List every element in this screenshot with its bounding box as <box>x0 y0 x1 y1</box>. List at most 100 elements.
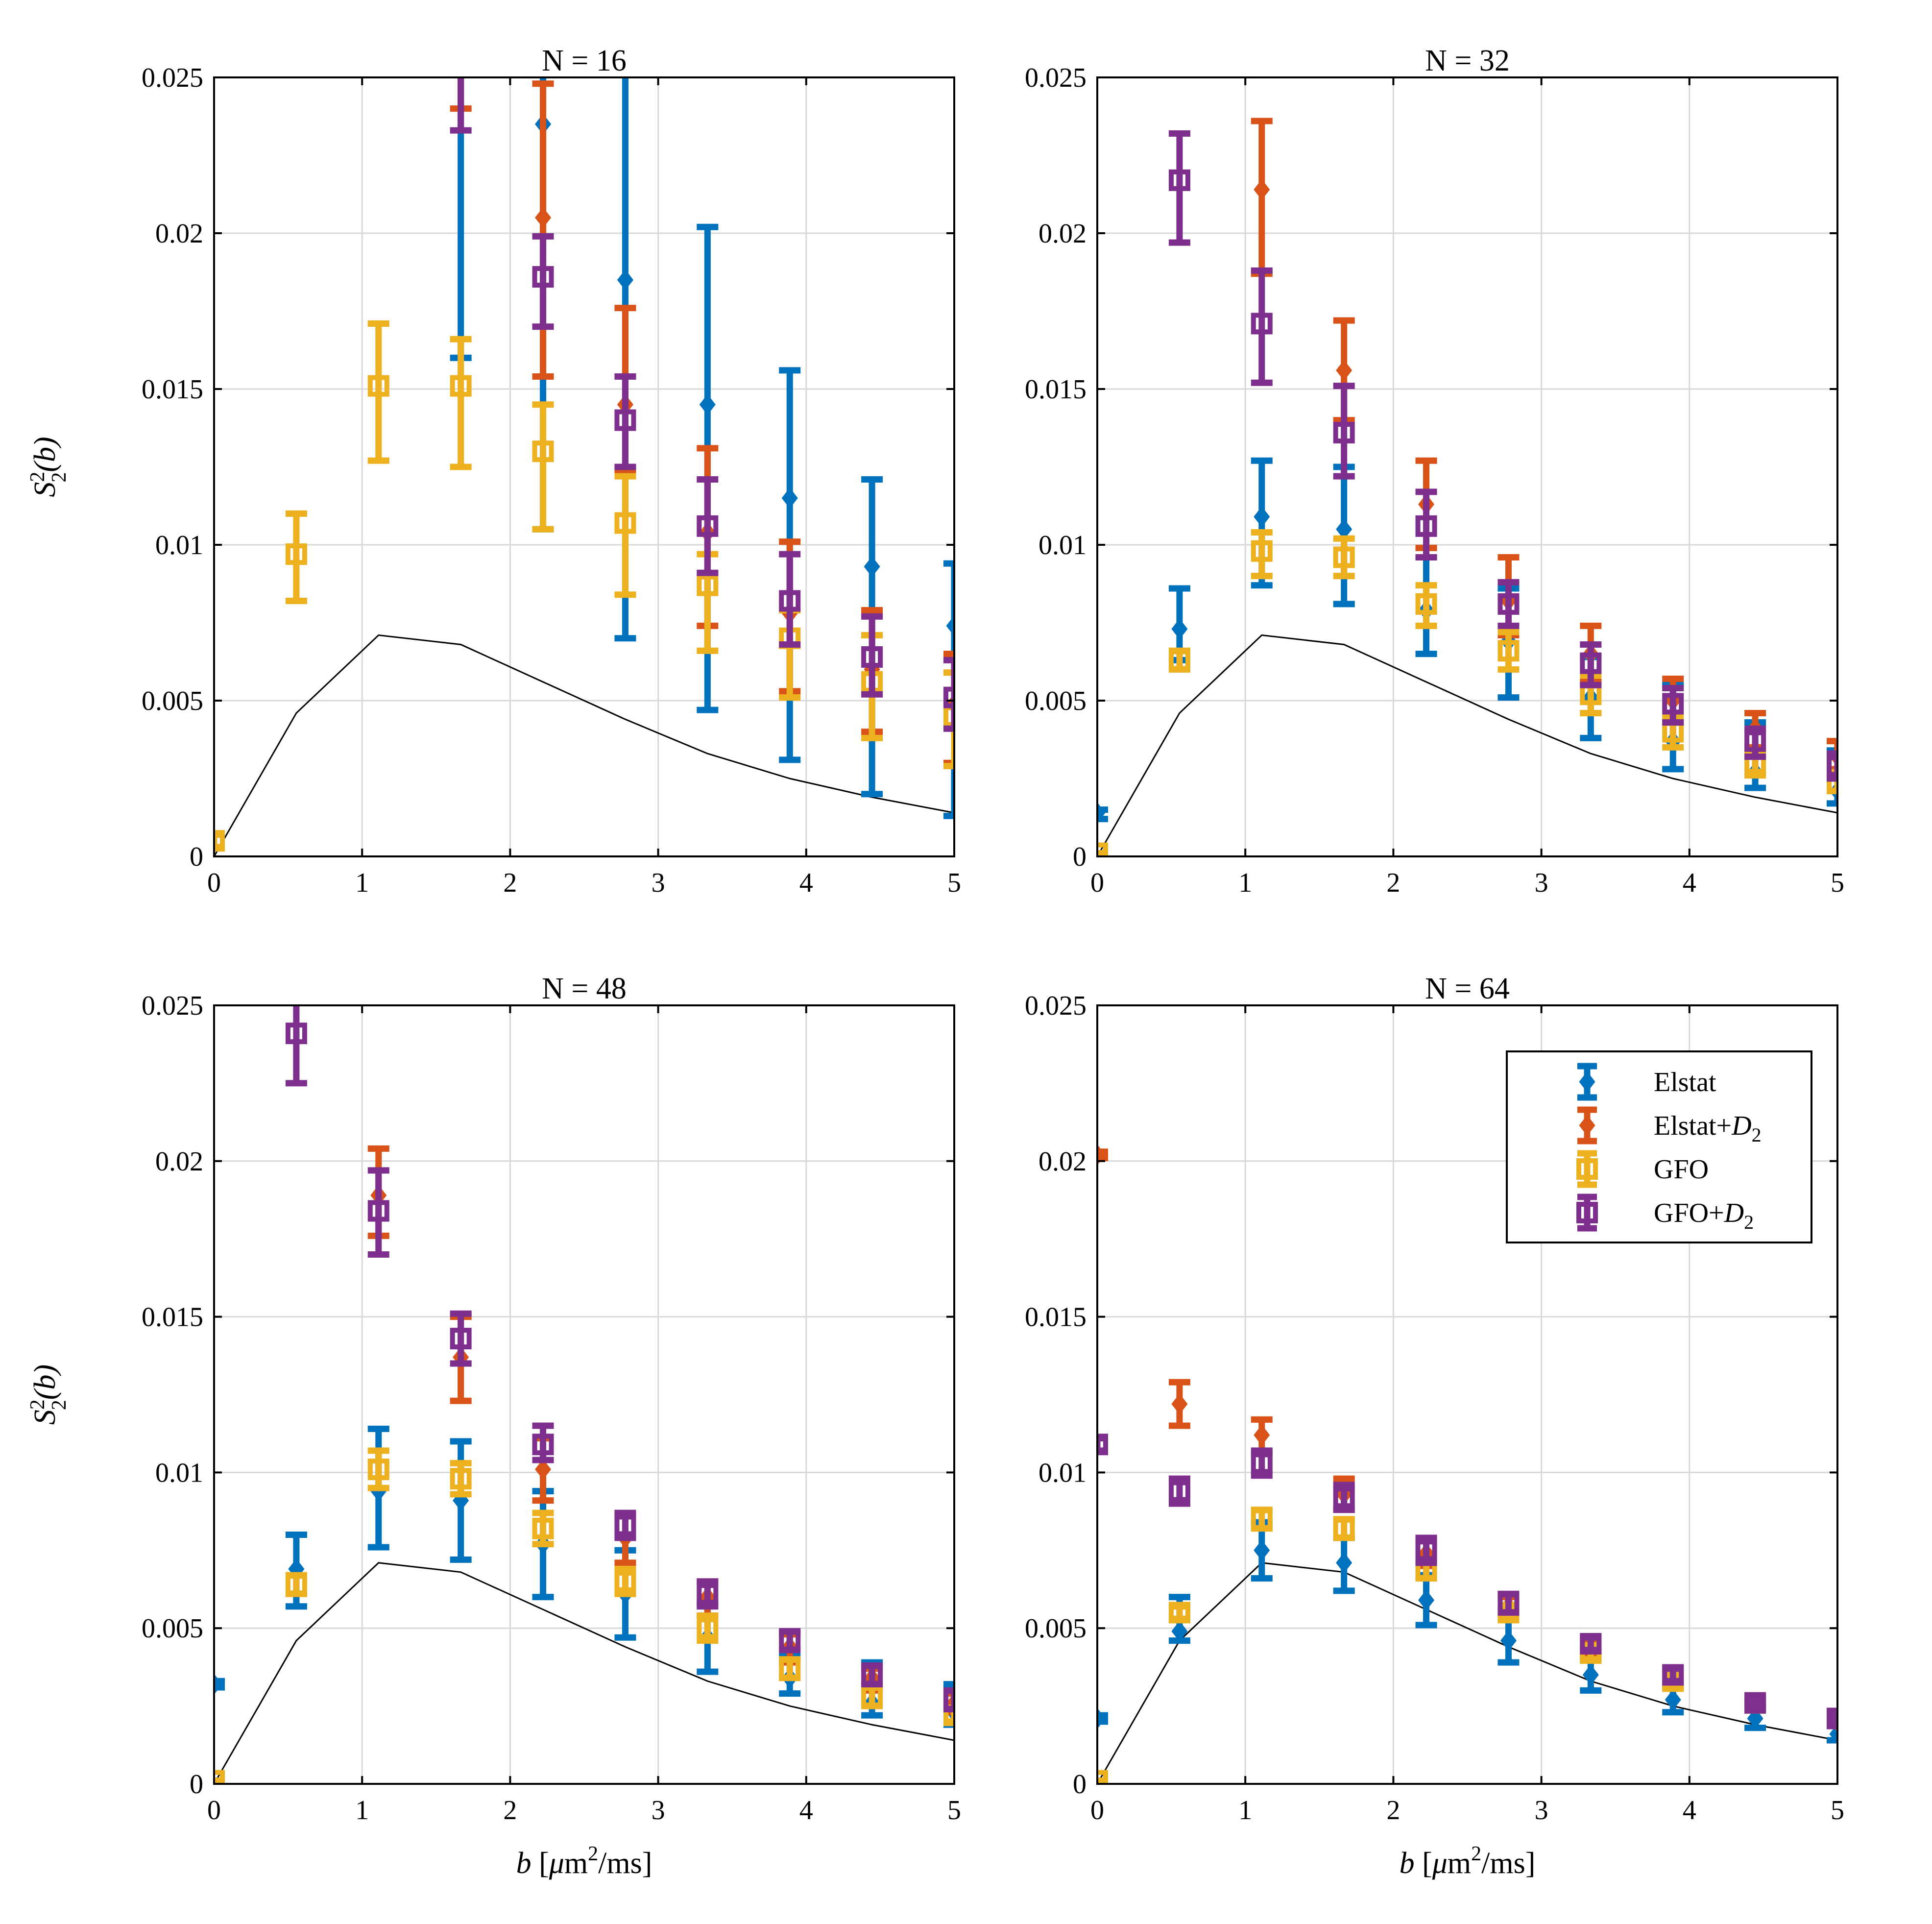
xlabel-mu: μ <box>1432 1847 1448 1880</box>
x-axis-label: b [μm2/ms] <box>516 1843 652 1880</box>
data-point-diamond <box>1254 1540 1270 1561</box>
plot-frame <box>213 1004 955 1785</box>
data-point-diamond <box>617 269 633 291</box>
panel-title: N = 32 <box>1425 44 1510 77</box>
legend-label-sub: 2 <box>1752 1124 1762 1146</box>
xlabel-b: b <box>516 1847 531 1880</box>
y-tick-label: 0.02 <box>155 1146 203 1177</box>
legend-label: GFO+D2 <box>1654 1198 1754 1233</box>
x-tick-label: 5 <box>947 868 961 898</box>
plot-frame <box>1096 1004 1838 1785</box>
y-tick-label: 0 <box>1073 1769 1087 1800</box>
data-point-diamond <box>1097 802 1106 824</box>
x-tick-label: 0 <box>1090 1795 1104 1826</box>
panel-2: 0 1 2 3 4 5 0 0.005 0.01 0.015 0.02 0.025 N = 32 <box>1025 44 1844 898</box>
x-tick-label: 0 <box>207 1795 221 1826</box>
x-tick-label: 2 <box>503 868 517 898</box>
y-tick-label: 0.01 <box>1038 530 1087 560</box>
xlabel-open: [ <box>1415 1847 1432 1880</box>
legend-marker-square <box>1576 1202 1598 1223</box>
data-point-square <box>861 646 883 668</box>
data-point-square <box>1662 1664 1684 1686</box>
legend-marker-diamond <box>1579 1115 1595 1136</box>
y-tick-label: 0.01 <box>155 530 203 560</box>
series-gfo-d2 <box>1097 1434 1837 1729</box>
x-tick-label: 1 <box>1238 868 1252 898</box>
xlabel-b: b <box>1400 1847 1415 1880</box>
data-point-diamond <box>1582 1664 1599 1685</box>
y-tick-label: 0.015 <box>142 374 203 405</box>
x-tick-label: 3 <box>652 868 665 898</box>
data-point-square <box>943 1689 954 1711</box>
x-tick-label: 5 <box>1831 1795 1844 1826</box>
data-point-diamond <box>1171 618 1188 639</box>
data-point-diamond <box>781 487 798 509</box>
data-point-square <box>1415 515 1437 537</box>
data-point-diamond <box>1171 1621 1188 1642</box>
data-point-square <box>697 1617 719 1639</box>
data-point-diamond <box>1097 1708 1106 1729</box>
data-point-square <box>285 1574 307 1596</box>
data-point-diamond <box>535 1459 552 1480</box>
y-tick-label: 0.01 <box>1038 1458 1087 1488</box>
data-point-square <box>1333 546 1355 568</box>
data-point-square <box>1333 422 1355 444</box>
data-point-square <box>1251 313 1273 335</box>
series-gfo <box>1097 1507 1837 1784</box>
series-layer <box>214 77 954 852</box>
y-tick-label: 0 <box>190 842 203 872</box>
x-tick-label: 4 <box>1683 868 1696 898</box>
series-gfo-d2 <box>1168 130 1837 782</box>
data-point-square <box>1580 1632 1602 1655</box>
y-tick-label: 0.005 <box>1025 686 1087 716</box>
data-point-square <box>1662 693 1684 715</box>
legend-marker-diamond <box>1579 1071 1595 1093</box>
xlabel-rest: /ms] <box>598 1847 652 1880</box>
data-point-square <box>1251 540 1273 562</box>
legend-label-italic: D <box>1731 1111 1751 1141</box>
series-layer <box>1097 118 1837 856</box>
ylabel-sub: 2 <box>48 1400 71 1410</box>
x-tick-label: 0 <box>1090 868 1104 898</box>
data-point-diamond <box>1418 1589 1435 1611</box>
data-point-square <box>614 409 636 431</box>
data-point-diamond <box>864 556 880 577</box>
data-point-square <box>1251 1508 1273 1530</box>
y-tick-label: 0.025 <box>1025 63 1087 93</box>
data-point-square <box>943 1705 954 1727</box>
y-tick-label: 0.01 <box>155 1458 203 1488</box>
reference-curve <box>214 1562 954 1784</box>
data-point-square <box>614 512 636 534</box>
reference-curve <box>1097 634 1837 856</box>
data-point-square <box>450 1468 472 1490</box>
data-point-square <box>779 590 801 612</box>
y-tick-label: 0.005 <box>142 1613 203 1644</box>
data-point-diamond <box>1665 1689 1681 1710</box>
x-tick-label: 2 <box>1386 1795 1400 1826</box>
data-point-square <box>1580 652 1602 674</box>
data-point-square <box>367 1200 389 1222</box>
legend-marker-square <box>1576 1158 1598 1180</box>
legend-label-text: Elstat+ <box>1654 1111 1732 1141</box>
data-point-diamond <box>1254 506 1270 528</box>
y-tick-label: 0.02 <box>1038 219 1087 249</box>
data-point-square <box>1415 593 1437 615</box>
legend-box <box>1506 1050 1812 1243</box>
data-point-square <box>1415 1539 1437 1561</box>
x-tick-label: 1 <box>355 1795 369 1826</box>
y-tick-label: 0.005 <box>1025 1613 1087 1644</box>
data-point-square <box>1097 842 1108 856</box>
x-tick-label: 3 <box>1535 1795 1548 1826</box>
data-point-square <box>1827 1707 1837 1729</box>
data-point-square <box>450 1328 472 1350</box>
xlabel-rest: /ms] <box>1481 1847 1535 1880</box>
x-tick-label: 4 <box>1683 1795 1696 1826</box>
legend-label: Elstat <box>1654 1067 1716 1097</box>
y-axis-label: S22(b) <box>26 1364 71 1425</box>
data-point-square <box>1168 1480 1190 1502</box>
ylabel-arg: (b) <box>28 1364 62 1400</box>
data-point-diamond <box>1254 179 1270 200</box>
